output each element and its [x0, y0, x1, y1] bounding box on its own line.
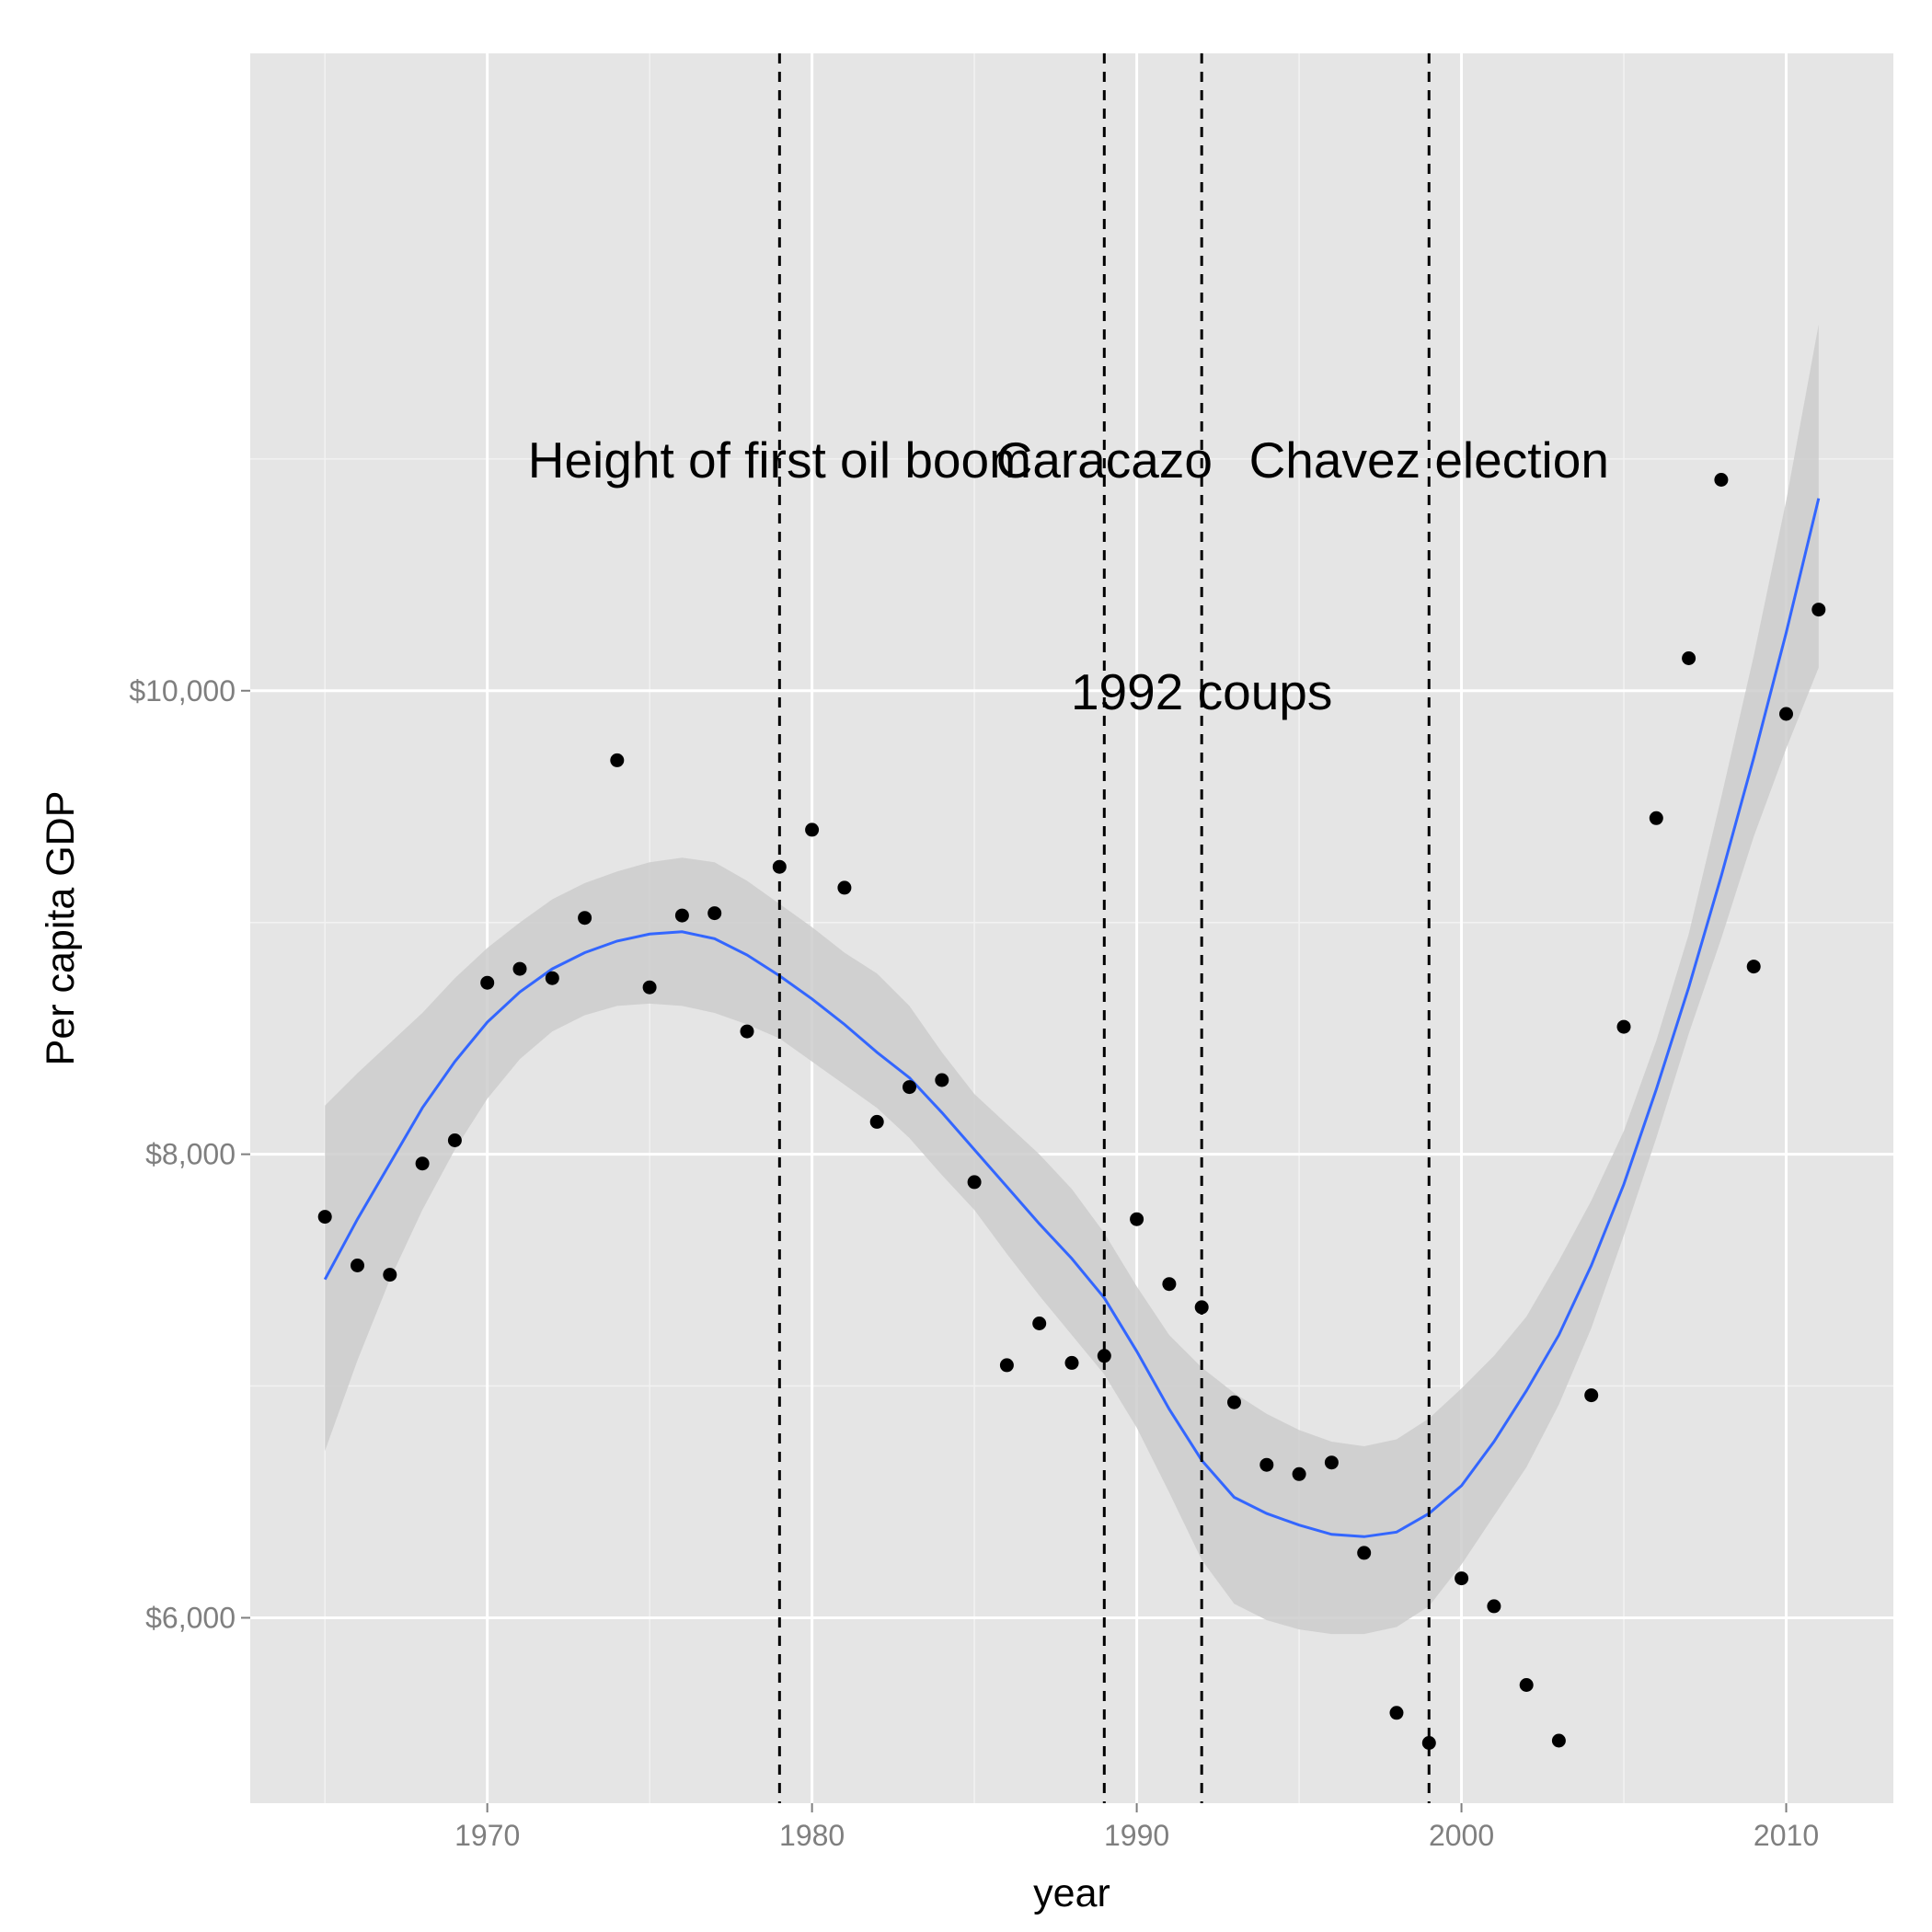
event-label: Caracazo	[996, 431, 1213, 489]
data-point	[1811, 603, 1826, 617]
y-tick-label: $8,000	[145, 1138, 236, 1171]
data-point	[545, 971, 559, 985]
data-point	[642, 980, 657, 995]
x-tick-label: 1980	[779, 1819, 845, 1852]
data-point	[383, 1268, 397, 1282]
confidence-ribbon	[325, 324, 1819, 1635]
data-point	[1421, 1736, 1436, 1750]
major-gridlines	[250, 53, 1893, 1803]
data-point	[1227, 1395, 1241, 1409]
data-point	[1130, 1212, 1144, 1226]
y-axis-ticks: $6,000 $8,000 $10,000	[129, 674, 250, 1634]
data-point	[1032, 1317, 1047, 1330]
data-point	[903, 1080, 916, 1095]
data-point	[1194, 1300, 1209, 1315]
data-point	[1779, 707, 1793, 721]
data-point	[740, 1024, 754, 1039]
data-point	[351, 1259, 364, 1272]
event-label: Chavez election	[1249, 431, 1609, 489]
data-point	[317, 1210, 332, 1225]
data-point	[1324, 1455, 1339, 1470]
x-tick-label: 2000	[1429, 1819, 1494, 1852]
event-label: 1992 coups	[1071, 663, 1332, 720]
x-tick-label: 2010	[1754, 1819, 1819, 1852]
y-tick-label: $10,000	[129, 674, 236, 707]
data-point	[837, 880, 852, 895]
data-point	[674, 908, 689, 923]
data-point	[935, 1073, 949, 1087]
smooth-trend-line	[323, 498, 1821, 1538]
y-tick-label: $6,000	[145, 1601, 236, 1634]
data-point	[1162, 1277, 1177, 1292]
data-point	[967, 1175, 982, 1190]
data-point	[1649, 811, 1663, 825]
event-lines	[777, 53, 1431, 1803]
data-point	[1389, 1706, 1404, 1720]
data-point	[1551, 1733, 1566, 1748]
data-point	[1746, 960, 1761, 974]
data-point	[1682, 651, 1696, 665]
data-point	[869, 1114, 884, 1129]
data-point	[1097, 1349, 1111, 1363]
data-point	[1584, 1388, 1599, 1403]
data-point	[772, 859, 787, 874]
data-point	[1616, 1019, 1631, 1034]
x-axis-ticks: 1970 1980 1990 2000 2010	[454, 1803, 1819, 1852]
data-point	[610, 753, 625, 767]
data-point	[707, 906, 722, 921]
data-point	[1292, 1466, 1306, 1481]
data-point	[447, 1133, 462, 1147]
data-point	[1455, 1571, 1469, 1586]
x-tick-label: 1990	[1104, 1819, 1169, 1852]
data-point	[1064, 1355, 1079, 1370]
data-point	[999, 1358, 1014, 1373]
data-point	[512, 961, 527, 976]
data-point	[578, 911, 592, 926]
data-point	[1259, 1457, 1274, 1472]
data-point	[1357, 1546, 1372, 1560]
x-tick-label: 1970	[454, 1819, 520, 1852]
data-points	[317, 473, 1826, 1750]
data-point	[1714, 473, 1729, 487]
event-label: Height of first oil boom	[528, 431, 1031, 489]
data-point	[805, 822, 820, 837]
x-axis-title: year	[1033, 1871, 1110, 1915]
y-axis-title: Per capita GDP	[39, 791, 83, 1066]
data-point	[1519, 1678, 1534, 1692]
plot-panel	[250, 53, 1893, 1803]
data-point	[1487, 1599, 1501, 1614]
data-point	[480, 975, 495, 990]
data-point	[415, 1156, 430, 1171]
